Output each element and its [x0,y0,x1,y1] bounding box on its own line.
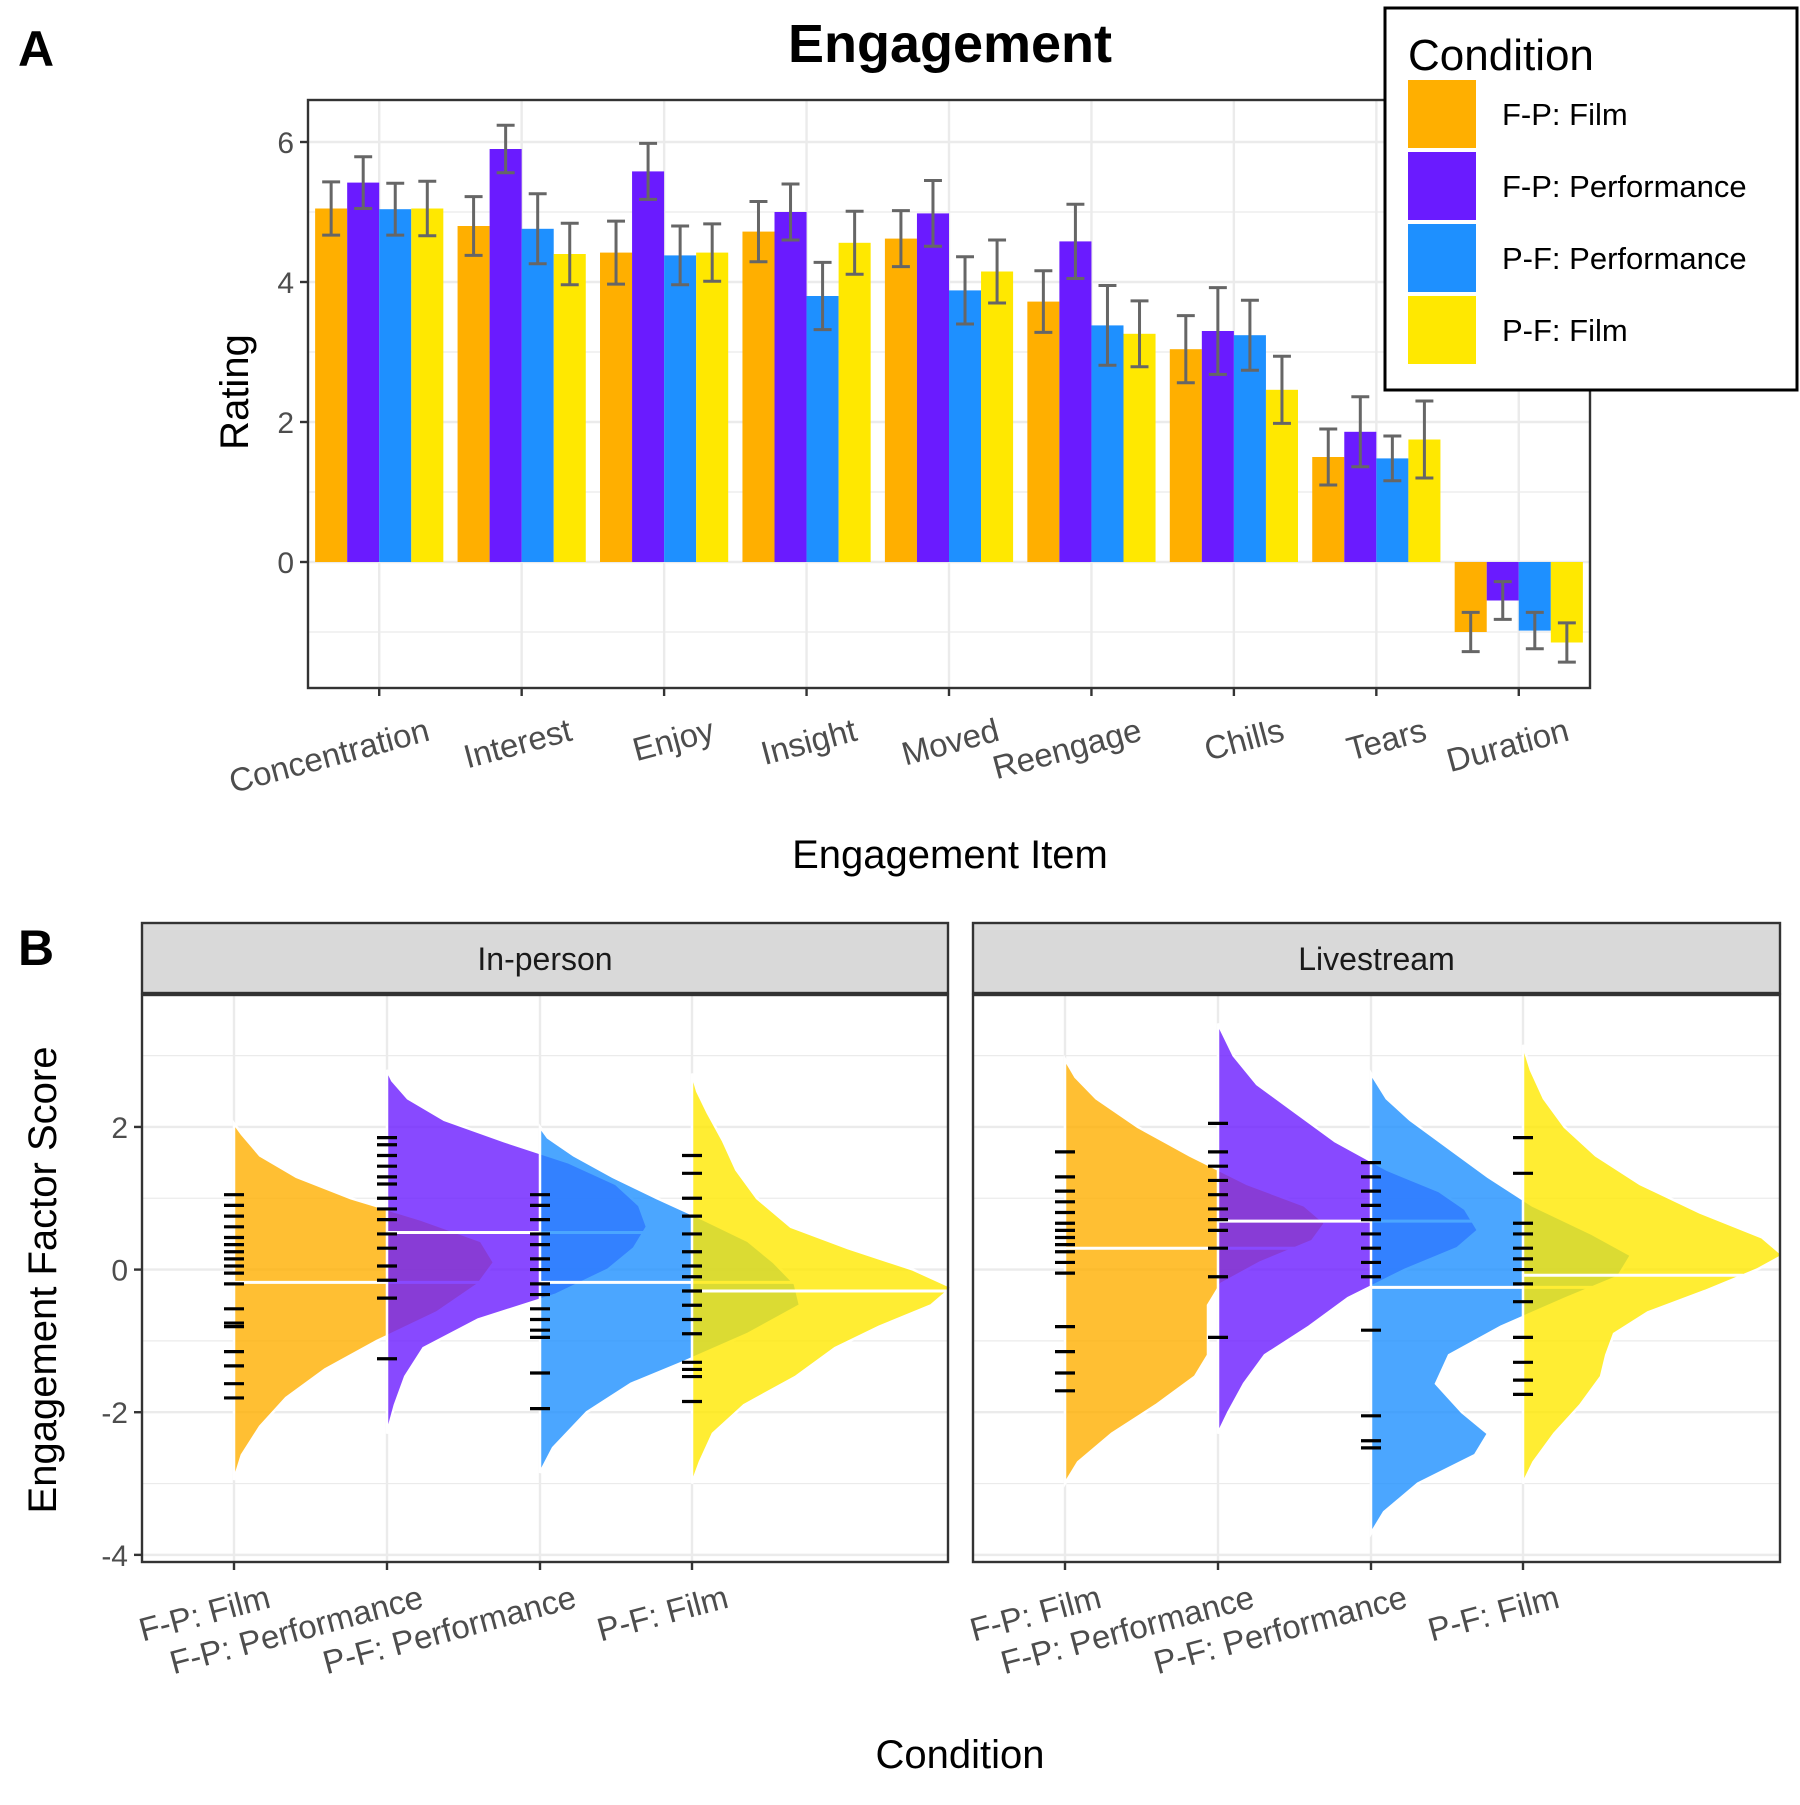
chart-a-title: Engagement [788,14,1112,74]
bar-insight-2 [806,296,839,562]
legend-label-1: F-P: Performance [1502,169,1747,204]
bar-reengage-0 [1027,301,1060,562]
legend-title: Condition [1408,31,1594,80]
bar-chills-2 [1233,335,1266,562]
bar-moved-3 [981,271,1014,562]
panel-b-label: B [18,920,54,976]
bar-moved-2 [949,290,982,562]
legend-swatch-0 [1408,80,1476,148]
bar-interest-1 [489,149,522,562]
bar-concentration-2 [379,209,412,562]
chart-b-ylabel: Engagement Factor Score [21,1047,65,1514]
legend-label-0: F-P: Film [1502,97,1628,132]
legend-label-3: P-F: Film [1502,313,1628,348]
legend-swatch-2 [1408,224,1476,292]
bar-concentration-3 [411,208,444,562]
legend: Condition F-P: Film F-P: Performance P-F: … [1383,6,1799,392]
facet-strip [971,921,1782,995]
y-tick-label: 0 [277,547,294,580]
bar-chills-0 [1169,349,1202,562]
chart-a-xlabel: Engagement Item [792,833,1108,877]
bar-concentration-1 [347,182,380,562]
half-violin-3 [690,1073,955,1484]
half-violin-3 [1521,1044,1786,1485]
bar-enjoy-2 [664,255,697,562]
y-tick-label: -2 [101,1397,128,1430]
bar-insight-1 [774,212,807,562]
facet-strip [140,921,950,995]
bar-insight-0 [742,231,775,562]
y-tick-label: 4 [277,267,294,300]
bar-enjoy-1 [632,171,665,562]
plot-b-border [971,993,1782,1564]
bar-insight-3 [838,242,871,563]
bar-moved-1 [916,213,949,562]
y-tick-label: 0 [111,1255,128,1288]
y-tick-label: 2 [111,1112,128,1145]
bar-enjoy-3 [696,252,729,562]
legend-swatch-3 [1408,296,1476,364]
plot-b-border [140,993,950,1564]
bar-reengage-3 [1123,333,1156,562]
panel-a-label: A [18,21,54,77]
chart-a-ylabel: Rating [213,334,257,450]
bar-reengage-1 [1059,241,1092,562]
chart-b-xlabel: Condition [875,1733,1044,1777]
bar-interest-3 [553,254,586,562]
bar-moved-0 [884,238,917,562]
y-tick-label: 6 [277,127,294,160]
facet-strip-label: In-person [477,941,612,977]
bar-concentration-0 [315,208,348,562]
bar-interest-2 [521,228,554,563]
y-tick-label: 2 [277,407,294,440]
y-tick-label: -4 [101,1540,128,1573]
bar-interest-0 [457,226,490,562]
bar-enjoy-0 [600,252,633,562]
facet-strip-label: Livestream [1298,941,1455,977]
legend-label-2: P-F: Performance [1502,241,1747,276]
legend-swatch-1 [1408,152,1476,220]
